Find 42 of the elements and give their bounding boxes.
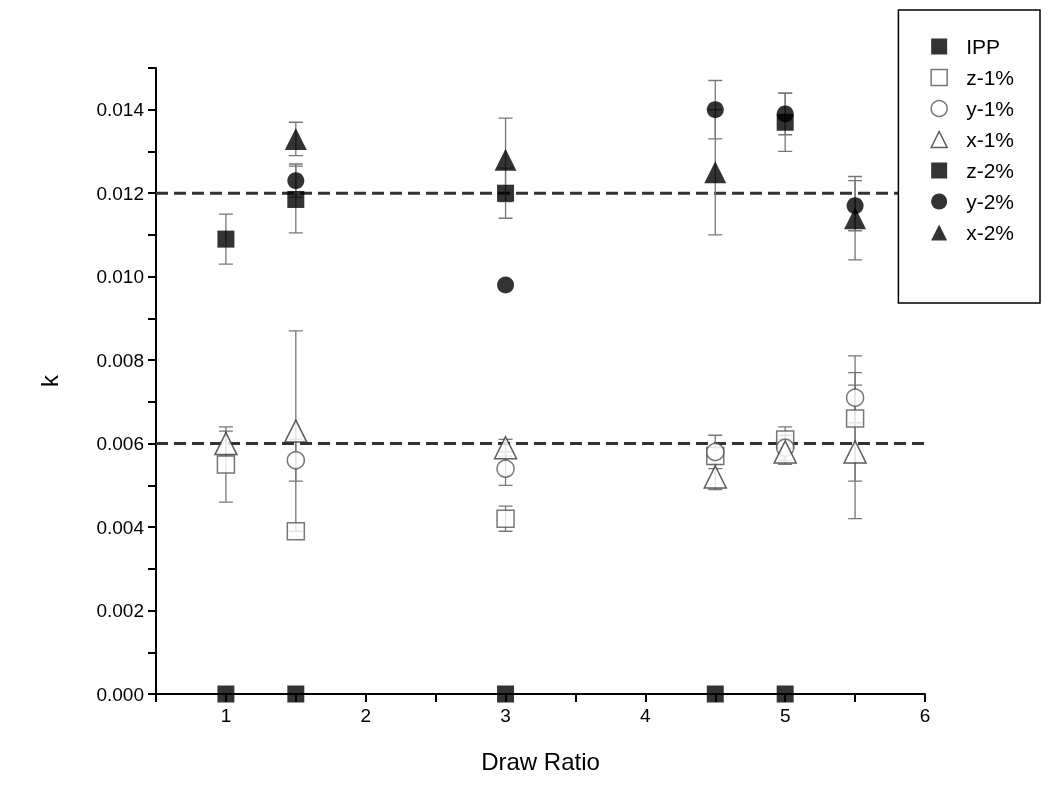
x-tick-label: 3 [500,705,511,726]
point [497,184,515,202]
legend-label: y-2% [966,190,1015,213]
x-tick-label: 1 [220,705,232,726]
point [776,685,794,703]
point [845,409,865,428]
legend-label: z-2% [966,159,1015,182]
x-tick-label: 6 [919,705,931,726]
point [497,685,515,703]
legend-label: z-1% [966,66,1015,89]
point [704,161,727,184]
point [217,230,235,248]
point [284,419,308,443]
y-tick-label: 0.006 [96,433,144,455]
point [494,148,517,171]
point [287,685,305,703]
x-axis-title: Draw Ratio [481,747,600,775]
y-tick-label: 0.014 [96,99,145,121]
legend-label: x-1% [966,128,1015,151]
point [217,685,235,703]
x-tick-label: 2 [360,705,372,726]
point [706,685,724,703]
y-tick-label: 0.008 [96,349,144,371]
legend-label: IPP [966,35,1001,58]
x-tick-label: 4 [640,705,652,726]
point [497,276,515,294]
point [216,455,236,474]
y-axis-title: k [35,374,63,387]
point [703,463,728,491]
point [843,440,867,464]
point [287,190,305,208]
point [706,101,724,119]
y-tick-label: 0.004 [96,516,145,538]
y-tick-label: 0.000 [96,683,144,705]
point [286,521,306,541]
legend-label: x-2% [966,221,1015,244]
legend-label: y-1% [966,97,1015,120]
point [844,207,867,230]
y-tick-label: 0.002 [96,600,144,622]
x-tick-label: 5 [779,705,791,726]
y-tick-label: 0.012 [96,182,144,204]
y-tick-label: 0.010 [96,266,144,288]
